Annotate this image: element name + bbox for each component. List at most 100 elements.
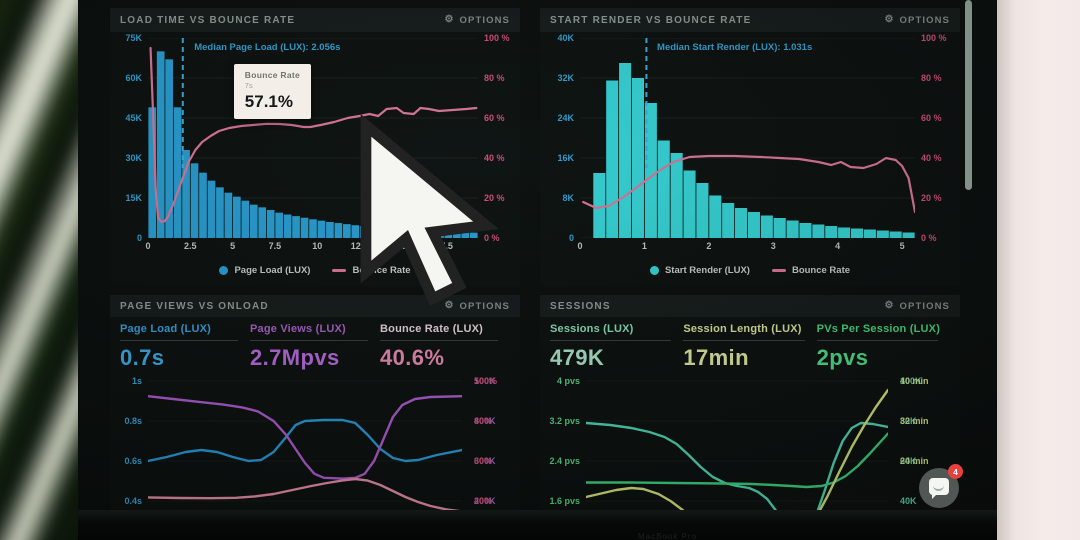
tooltip-subtitle: 7s <box>244 81 253 90</box>
legend-label: Bounce Rate <box>791 265 851 276</box>
gear-icon: ⚙ <box>884 14 895 25</box>
options-label: OPTIONS <box>899 300 950 312</box>
axis-tick-label: 40 % <box>484 153 505 163</box>
legend-item-start-render[interactable]: Start Render (LUX) <box>649 265 750 276</box>
start-render-chart-area[interactable]: Median Start Render (LUX): 1.031s 0 1 2 3 4 5 <box>577 38 915 255</box>
x-axis-tick-label: 4 <box>835 241 841 251</box>
axis-tick-label: 75K <box>125 33 142 43</box>
metric-divider <box>550 340 672 341</box>
wall-background <box>997 0 1080 540</box>
x-axis-tick-label: 5 <box>899 241 905 251</box>
notification-badge: 4 <box>948 464 963 479</box>
axis-tick-label: 3.2 pvs <box>549 416 580 426</box>
metric-label: Sessions (LUX) <box>550 323 634 335</box>
panel-title: PAGE VIEWS VS ONLOAD <box>120 300 269 312</box>
metric-value: 40.6% <box>380 345 445 370</box>
tooltip-title: Bounce Rate <box>244 70 301 80</box>
legend: Start Render (LUX) Bounce Rate <box>540 265 960 276</box>
axis-tick-label: 32 min <box>900 416 929 426</box>
legend-item-bounce-rate[interactable]: Bounce Rate <box>332 265 411 276</box>
legend-label: Page Load (LUX) <box>234 265 311 276</box>
load-time-chart-area[interactable]: Median Page Load (LUX): 2.056s Bounce Ra… <box>145 38 499 306</box>
laptop-brand-text: MacBook Pro <box>638 532 698 540</box>
options-button[interactable]: ⚙ OPTIONS <box>444 301 510 312</box>
legend-item-page-load[interactable]: Page Load (LUX) <box>219 265 310 276</box>
y-axis-left: 4 pvs 3.2 pvs 2.4 pvs 1.6 pvs <box>540 373 586 510</box>
axis-tick-label: 40 min <box>900 376 929 386</box>
axis-tick-label: 0 <box>568 233 574 243</box>
panel-sessions: SESSIONS ⚙ OPTIONS Sessions (LUX) 479K S… <box>540 295 960 510</box>
x-axis-tick-label: 12.5 <box>350 241 369 251</box>
x-axis-tick-label: 0 <box>577 241 583 251</box>
y-axis-left: 40K 32K 24K 16K 8K 0 <box>540 33 580 243</box>
y-axis-right: 500K 100% 400K 80% 300K 60% 200K 40% <box>462 373 520 510</box>
metric-label: Bounce Rate (LUX) <box>380 323 484 335</box>
options-label: OPTIONS <box>899 14 950 26</box>
y-axis-left: 1s 0.8s 0.6s 0.4s <box>110 373 148 510</box>
axis-tick-label: 60K <box>125 73 142 83</box>
x-axis-tick-label: 0 <box>145 241 151 251</box>
x-axis-tick-label: 5 <box>230 241 236 251</box>
axis-tick-label: 30K <box>125 153 142 163</box>
axis-tick-label: 0 % <box>921 233 937 243</box>
axis-tick-label: 2.4 pvs <box>549 456 580 466</box>
panel-page-views-vs-onload: PAGE VIEWS VS ONLOAD ⚙ OPTIONS Page Load… <box>110 295 520 510</box>
options-button[interactable]: ⚙ OPTIONS <box>884 15 950 26</box>
axis-tick-label: 80 % <box>484 73 505 83</box>
legend-line-icon <box>332 269 347 272</box>
panel-header: PAGE VIEWS VS ONLOAD ⚙ OPTIONS <box>110 295 520 317</box>
x-axis-tick-label: 2.5 <box>184 241 197 251</box>
legend-dot-icon <box>219 266 229 275</box>
mouse-cursor <box>360 113 499 306</box>
options-label: OPTIONS <box>459 14 510 26</box>
metric-divider <box>683 340 805 341</box>
page-views-chart-area[interactable] <box>148 373 462 510</box>
options-button[interactable]: ⚙ OPTIONS <box>444 15 510 26</box>
axis-tick-label: 60 % <box>484 113 505 123</box>
axis-tick-label: 24 min <box>900 456 929 466</box>
options-button[interactable]: ⚙ OPTIONS <box>884 301 950 312</box>
chat-widget-button[interactable]: 4 <box>919 464 963 508</box>
panel-header: LOAD TIME VS BOUNCE RATE ⚙ OPTIONS <box>110 8 520 32</box>
axis-tick-label: 80 % <box>921 73 942 83</box>
axis-tick-label: 0.6s <box>124 456 142 466</box>
x-axis-tick-label: 10 <box>312 241 323 251</box>
y-axis-right: 100K 40 min 80K 32 min 60K 24 min 40K <box>888 373 960 510</box>
axis-tick-label: 32K <box>557 73 574 83</box>
sessions-chart-area[interactable] <box>586 373 888 510</box>
vertical-scrollbar[interactable] <box>965 0 972 190</box>
metric-value: 0.7s <box>120 345 165 370</box>
y-axis-right: 100 % 80 % 60 % 40 % 20 % 0 % <box>915 33 960 243</box>
legend-item-bounce-rate[interactable]: Bounce Rate <box>771 265 851 276</box>
axis-tick-label: 4 pvs <box>556 376 580 386</box>
axis-tick-label: 100K <box>900 376 922 386</box>
axis-tick-label: 15K <box>125 193 142 203</box>
legend-dot-icon <box>649 266 659 275</box>
axis-tick-label: 20 % <box>921 193 942 203</box>
x-axis-labels: 0 1 2 3 4 5 <box>577 241 915 255</box>
median-annotation: Median Page Load (LUX): 2.056s <box>194 42 341 53</box>
axis-tick-label: 60K <box>900 456 917 466</box>
gear-icon: ⚙ <box>884 300 895 311</box>
axis-tick-label: 60% <box>474 456 493 466</box>
axis-tick-label: 40K <box>557 33 574 43</box>
axis-tick-label: 8K <box>562 193 574 203</box>
metric-session-length: Session Length (LUX) 17min <box>683 323 816 371</box>
metric-pvs-per-session: PVs Per Session (LUX) 2pvs <box>816 323 950 371</box>
panel-load-time-vs-bounce-rate: LOAD TIME VS BOUNCE RATE ⚙ OPTIONS 75K 60… <box>110 8 520 306</box>
axis-tick-label: 100% <box>474 376 498 386</box>
tooltip-value: 57.1% <box>244 92 293 111</box>
y-axis-right: 100 % 80 % 60 % 40 % 20 % 0 % <box>478 33 520 243</box>
axis-tick-label: 20 % <box>484 193 505 203</box>
dashboard-screen: LOAD TIME VS BOUNCE RATE ⚙ OPTIONS 75K 60… <box>78 0 997 510</box>
metrics-row: Page Load (LUX) 0.7s Page Views (LUX) 2.… <box>110 317 520 371</box>
chat-bubble-icon <box>929 478 949 499</box>
gear-icon: ⚙ <box>444 14 455 25</box>
axis-tick-label: 80K <box>900 416 917 426</box>
panel-title: LOAD TIME VS BOUNCE RATE <box>120 14 296 26</box>
tooltip: Bounce Rate 7s 57.1% <box>233 64 312 119</box>
metric-label: Page Load (LUX) <box>120 323 212 335</box>
axis-tick-label: 0.4s <box>124 496 142 506</box>
metric-divider <box>120 340 238 341</box>
